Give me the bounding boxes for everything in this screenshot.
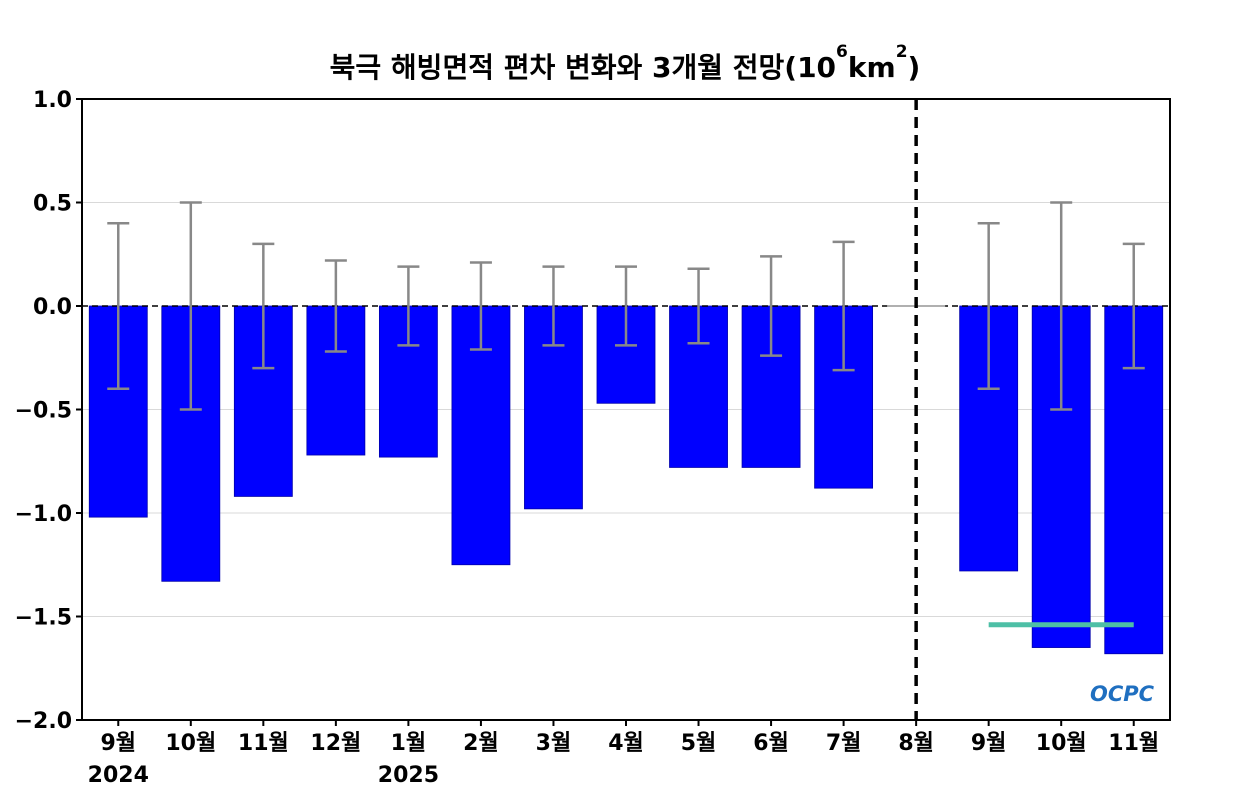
y-tick-label: −1.5 [15,606,72,631]
x-tick-label: 12월 [310,731,361,756]
year-label: 2024 [88,763,149,788]
y-tick-label: 1.0 [33,88,72,113]
x-tick-label: 4월 [608,731,644,756]
x-tick-label: 7월 [826,731,862,756]
x-tick-label: 10월 [1036,731,1087,756]
x-tick-label: 3월 [536,731,572,756]
x-tick-label: 1월 [391,731,427,756]
x-tick-label: 9월 [100,731,136,756]
y-tick-label: 0.0 [33,295,72,320]
x-tick-label: 8월 [898,731,934,756]
y-tick-label: −2.0 [15,709,72,734]
x-tick-label: 11월 [1108,731,1159,756]
x-tick-label: 10월 [165,731,216,756]
x-tick-label: 2월 [463,731,499,756]
y-tick-label: 0.5 [33,192,72,217]
y-tick-label: −1.0 [15,502,72,527]
bar [233,305,293,497]
year-label: 2025 [378,763,439,788]
x-tick-label: 5월 [681,731,717,756]
ocpc-logo: OCPC [1090,682,1155,706]
x-tick-label: 6월 [753,731,789,756]
y-tick-label: −0.5 [15,399,72,424]
chart-title: 북극 해빙면적 편차 변화와 3개월 전망(106km2) [329,42,921,84]
x-tick-label: 9월 [971,731,1007,756]
x-tick-label: 11월 [238,731,289,756]
